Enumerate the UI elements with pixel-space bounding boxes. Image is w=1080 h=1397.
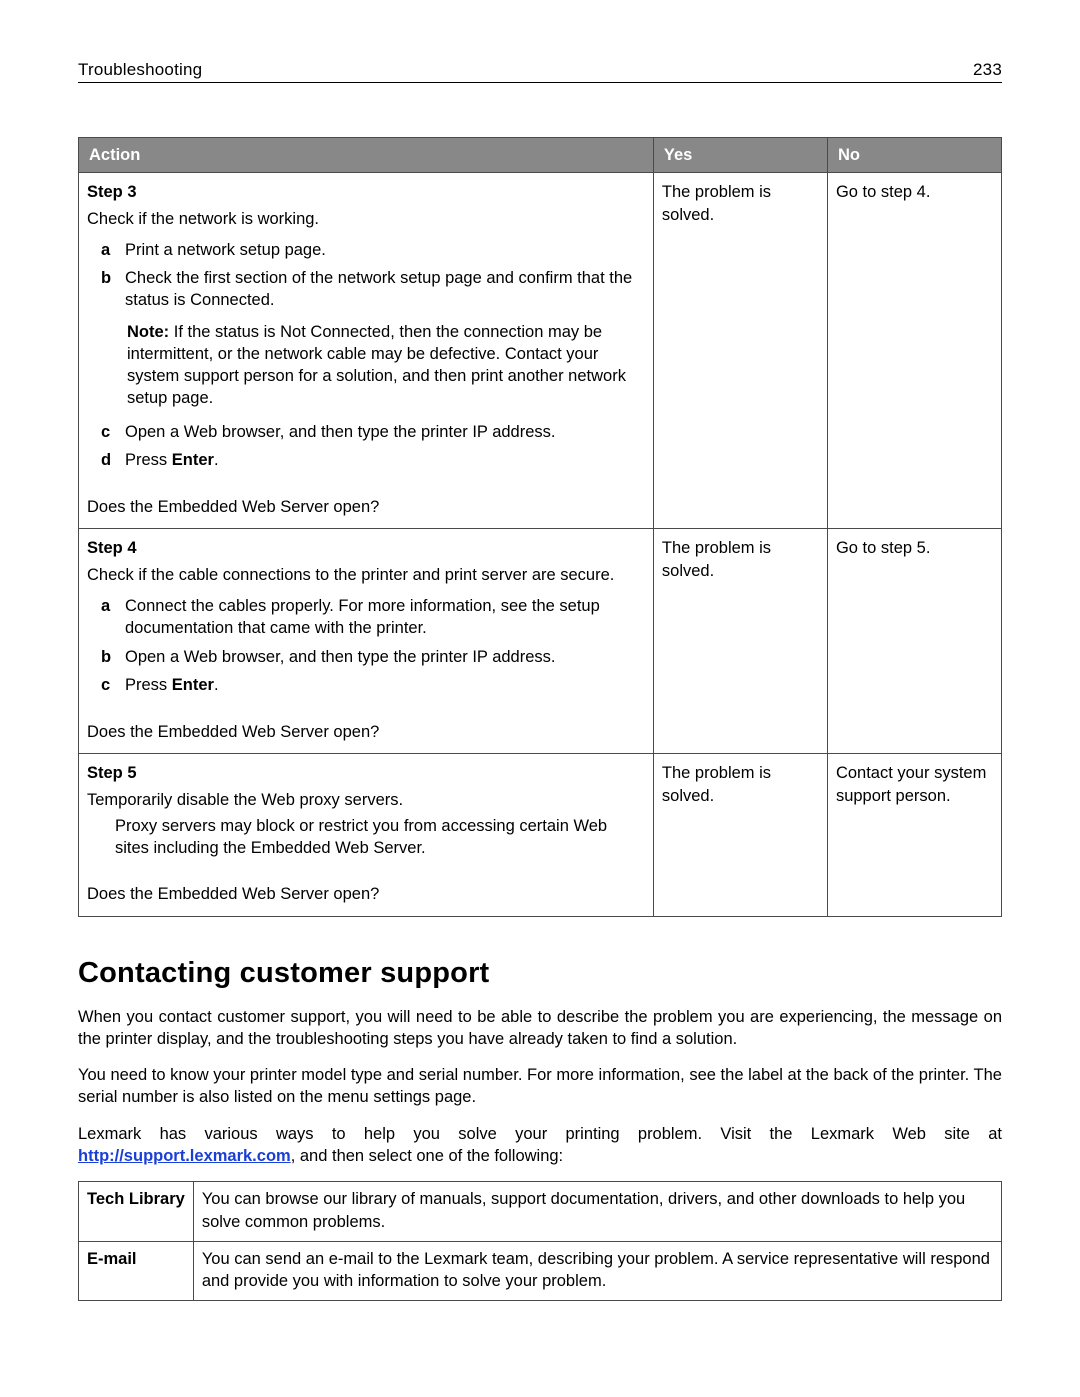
list-item: c Press Enter. [87,671,645,699]
step-sub-list-cont: c Open a Web browser, and then type the … [87,418,645,475]
item-marker: c [101,421,115,443]
item-marker: d [101,449,115,471]
step-label: Step 4 [87,537,645,559]
para-3-pre: Lexmark has various ways to help you sol… [78,1125,1002,1143]
action-cell: Step 3 Check if the network is working. … [79,173,654,529]
header-title: Troubleshooting [78,60,202,80]
para-3: Lexmark has various ways to help you sol… [78,1123,1002,1168]
table-row: Step 5 Temporarily disable the Web proxy… [79,754,1002,916]
para-2: You need to know your printer model type… [78,1064,1002,1109]
para-3-post: , and then select one of the following: [291,1147,563,1165]
list-item: b Open a Web browser, and then type the … [87,643,645,671]
table-header-row: Action Yes No [79,138,1002,173]
yes-cell: The problem is solved. [653,754,827,916]
page-header: Troubleshooting 233 [78,60,1002,83]
item-text: Connect the cables properly. For more in… [125,595,645,640]
item-marker: a [101,595,115,640]
support-methods-table: Tech Library You can browse our library … [78,1181,1002,1301]
list-item: a Connect the cables properly. For more … [87,592,645,643]
trailing-question: Does the Embedded Web Server open? [87,883,645,905]
support-method-label: Tech Library [79,1182,194,1242]
col-no: No [827,138,1001,173]
note-block: Note: If the status is Not Connected, th… [87,315,645,412]
action-cell: Step 5 Temporarily disable the Web proxy… [79,754,654,916]
step-sub-list: a Connect the cables properly. For more … [87,592,645,699]
list-item: c Open a Web browser, and then type the … [87,418,645,446]
table-row: Step 3 Check if the network is working. … [79,173,1002,529]
support-link[interactable]: http://support.lexmark.com [78,1147,291,1165]
support-method-label: E-mail [79,1241,194,1301]
para-1: When you contact customer support, you w… [78,1006,1002,1051]
step-label: Step 3 [87,181,645,203]
list-item: b Check the first section of the network… [87,264,645,315]
support-method-desc: You can send an e-mail to the Lexmark te… [193,1241,1001,1301]
table-row: E-mail You can send an e-mail to the Lex… [79,1241,1002,1301]
note-label: Note: [127,323,169,341]
item-marker: b [101,646,115,668]
no-cell: Go to step 5. [827,529,1001,754]
list-item: d Press Enter. [87,446,645,474]
item-text: Check the first section of the network s… [125,267,645,312]
table-row: Tech Library You can browse our library … [79,1182,1002,1242]
item-marker: b [101,267,115,312]
no-cell: Contact your system support person. [827,754,1001,916]
item-text: Print a network setup page. [125,239,326,261]
step-intro: Temporarily disable the Web proxy server… [87,789,645,811]
item-marker: c [101,674,115,696]
trailing-question: Does the Embedded Web Server open? [87,496,645,518]
step-label: Step 5 [87,762,645,784]
col-yes: Yes [653,138,827,173]
col-action: Action [79,138,654,173]
trailing-question: Does the Embedded Web Server open? [87,721,645,743]
yes-cell: The problem is solved. [653,173,827,529]
item-marker: a [101,239,115,261]
item-text: Press Enter. [125,674,219,696]
item-text: Open a Web browser, and then type the pr… [125,646,555,668]
item-text: Open a Web browser, and then type the pr… [125,421,555,443]
action-cell: Step 4 Check if the cable connections to… [79,529,654,754]
table-row: Step 4 Check if the cable connections to… [79,529,1002,754]
step-intro: Check if the network is working. [87,208,645,230]
support-method-desc: You can browse our library of manuals, s… [193,1182,1001,1242]
note-text: If the status is Not Connected, then the… [127,323,626,408]
no-cell: Go to step 4. [827,173,1001,529]
document-page: Troubleshooting 233 Action Yes No Step 3… [0,0,1080,1397]
yes-cell: The problem is solved. [653,529,827,754]
step-intro: Check if the cable connections to the pr… [87,564,645,586]
step-sub-list: a Print a network setup page. b Check th… [87,236,645,315]
section-heading: Contacting customer support [78,957,1002,990]
troubleshoot-table: Action Yes No Step 3 Check if the networ… [78,137,1002,917]
indent-text: Proxy servers may block or restrict you … [87,811,645,862]
page-number: 233 [973,60,1002,80]
item-text: Press Enter. [125,449,219,471]
list-item: a Print a network setup page. [87,236,645,264]
